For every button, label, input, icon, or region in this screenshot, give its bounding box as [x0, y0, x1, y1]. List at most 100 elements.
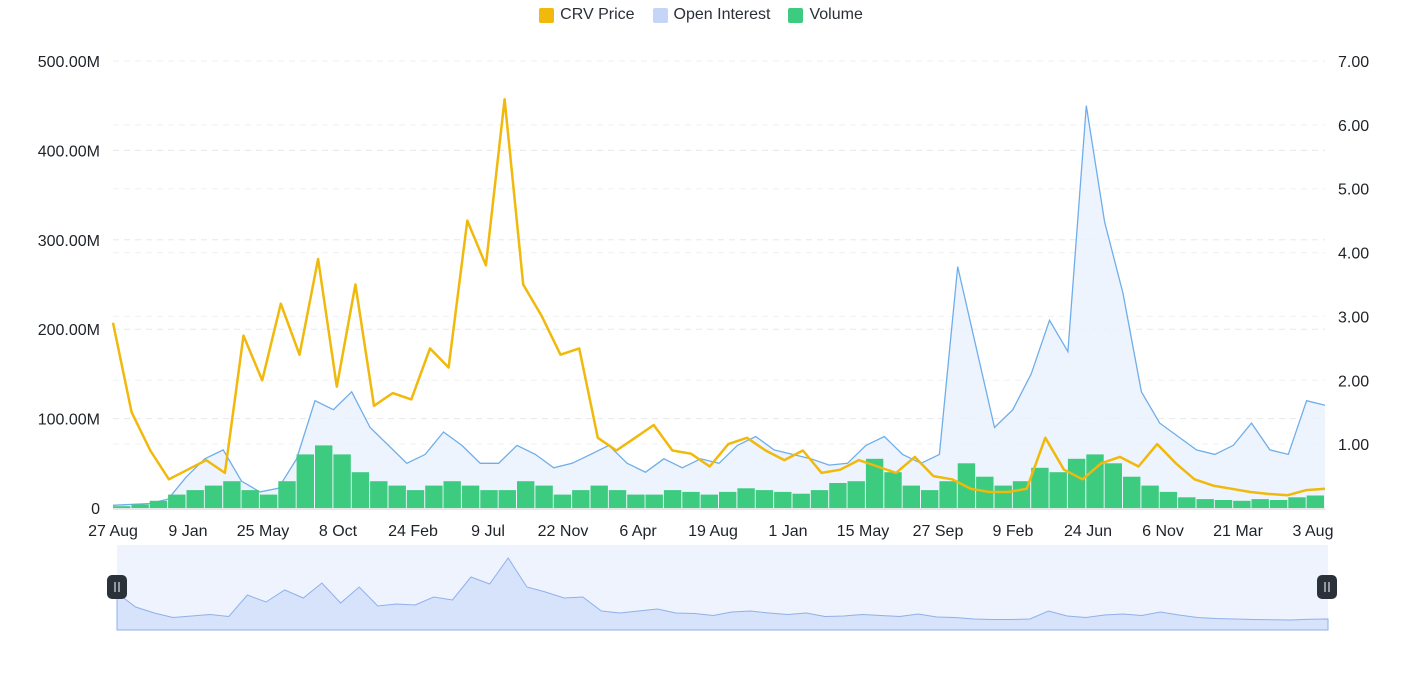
volume-bar	[517, 481, 535, 508]
volume-bar	[315, 445, 333, 508]
volume-bar	[682, 491, 700, 508]
volume-bar	[168, 494, 186, 508]
volume-bar	[406, 490, 425, 508]
x-tick-label: 21 Mar	[1213, 523, 1263, 540]
volume-bar	[737, 488, 755, 508]
volume-bars	[113, 445, 1324, 508]
volume-bar	[792, 493, 810, 508]
navigator-right-handle[interactable]	[1317, 575, 1337, 599]
volume-bar	[370, 481, 388, 508]
volume-bar	[131, 504, 149, 508]
volume-bar	[608, 490, 627, 508]
volume-bar	[553, 494, 572, 508]
volume-bar	[719, 491, 737, 508]
volume-bar	[425, 485, 443, 508]
volume-bar	[1049, 472, 1067, 508]
volume-bar	[1233, 500, 1251, 508]
x-tick-label: 6 Nov	[1142, 523, 1184, 540]
legend-label: Open Interest	[673, 6, 771, 23]
left-tick-label: 500.00M	[38, 54, 100, 71]
volume-bar	[829, 483, 847, 508]
x-tick-label: 6 Apr	[619, 523, 657, 540]
right-axis: 1.00 2.00 3.00 4.00 5.00 6.00 7.00	[1338, 54, 1369, 454]
volume-bar	[113, 506, 131, 508]
range-navigator[interactable]	[107, 545, 1337, 631]
volume-bar	[884, 472, 902, 508]
legend-label: Volume	[809, 6, 863, 23]
volume-bar	[461, 485, 480, 508]
volume-bar	[810, 490, 829, 508]
volume-bar	[627, 494, 645, 508]
x-tick-label: 9 Feb	[993, 523, 1034, 540]
x-tick-label: 9 Jan	[168, 523, 207, 540]
left-tick-label: 300.00M	[38, 233, 100, 250]
volume-bar	[572, 490, 590, 508]
volume-bar	[590, 485, 608, 508]
right-tick-label: 1.00	[1338, 437, 1369, 454]
left-tick-label: 0	[91, 501, 100, 518]
right-tick-label: 5.00	[1338, 182, 1369, 199]
volume-bar	[755, 490, 774, 508]
legend-item-volume[interactable]: Volume	[788, 6, 863, 24]
x-tick-label: 19 Aug	[688, 523, 738, 540]
volume-bar	[278, 481, 296, 508]
right-tick-label: 3.00	[1338, 309, 1369, 326]
volume-bar	[865, 458, 884, 508]
left-tick-label: 400.00M	[38, 143, 100, 160]
x-tick-label: 9 Jul	[471, 523, 505, 540]
x-tick-label: 24 Feb	[388, 523, 438, 540]
legend-label: CRV Price	[560, 6, 635, 23]
legend-swatch	[788, 7, 804, 23]
left-axis: 0 100.00M 200.00M 300.00M 400.00M 500.00M	[38, 54, 100, 518]
left-tick-label: 100.00M	[38, 412, 100, 429]
x-tick-label: 27 Sep	[913, 523, 964, 540]
volume-bar	[1306, 495, 1324, 508]
volume-bar	[388, 485, 406, 508]
crv-price-line	[111, 98, 1326, 497]
handle-body	[1317, 575, 1337, 599]
legend-item-crv-price[interactable]: CRV Price	[539, 6, 635, 24]
x-tick-label: 15 May	[837, 523, 889, 540]
volume-bar	[700, 494, 718, 508]
volume-bar	[1196, 499, 1214, 508]
legend-item-open-interest[interactable]: Open Interest	[652, 6, 771, 24]
volume-bar	[1086, 454, 1104, 508]
volume-bar	[1031, 467, 1049, 508]
volume-bar	[645, 494, 663, 508]
volume-bar	[1104, 463, 1122, 508]
volume-bar	[333, 454, 351, 508]
navigator-left-handle[interactable]	[107, 575, 127, 599]
volume-bar	[186, 490, 204, 508]
volume-bar	[498, 490, 516, 508]
volume-bar	[921, 490, 939, 508]
x-tick-label: 25 May	[237, 523, 289, 540]
volume-bar	[149, 500, 168, 508]
volume-bar	[1251, 499, 1269, 508]
volume-bar	[1214, 500, 1233, 508]
volume-bar	[480, 490, 498, 508]
x-axis: 27 Aug 9 Jan 25 May 8 Oct 24 Feb 9 Jul 22 Nov 6…	[88, 523, 1333, 540]
x-tick-label: 22 Nov	[538, 523, 589, 540]
volume-bar	[296, 454, 314, 508]
volume-bar	[1141, 485, 1159, 508]
open-interest-line	[112, 105, 1326, 506]
right-tick-label: 7.00	[1338, 54, 1369, 71]
x-tick-label: 1 Jan	[768, 523, 807, 540]
volume-bar	[223, 481, 241, 508]
right-tick-label: 2.00	[1338, 373, 1369, 390]
volume-bar	[241, 490, 259, 508]
volume-bar	[1123, 476, 1141, 508]
volume-bar	[535, 485, 553, 508]
right-tick-label: 6.00	[1338, 118, 1369, 135]
volume-bar	[351, 472, 370, 508]
volume-bar	[443, 481, 461, 508]
chart-legend: CRV Price Open Interest Volume	[0, 6, 1402, 24]
x-tick-label: 8 Oct	[319, 523, 358, 540]
volume-bar	[1269, 500, 1288, 508]
open-interest-area	[113, 105, 1325, 508]
volume-bar	[204, 485, 223, 508]
volume-bar	[259, 494, 278, 508]
volume-bar	[847, 481, 865, 508]
x-tick-label: 27 Aug	[88, 523, 138, 540]
